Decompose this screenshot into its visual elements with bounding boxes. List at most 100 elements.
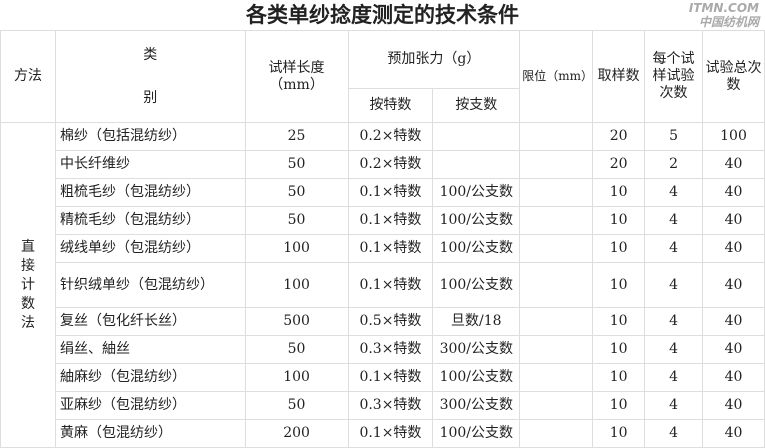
header-samples: 取样数 — [592, 30, 646, 123]
cell-per: 4 — [644, 262, 703, 308]
cell-count: 300/公支数 — [432, 335, 521, 364]
cell-type: 中长纤维纱 — [54, 150, 246, 179]
table-row: 黄麻（包混纺纱） 200 0.1×特数 100/公支数 10 4 40 — [1, 419, 765, 448]
table-row: 绢丝、紬丝 50 0.3×特数 300/公支数 10 4 40 — [1, 335, 765, 364]
cell-samples: 10 — [592, 307, 646, 336]
cell-per: 4 — [644, 335, 703, 364]
cell-limit — [519, 262, 594, 308]
cell-per: 4 — [644, 363, 703, 392]
table-row: 粗梳毛纱（包混纺纱） 50 0.1×特数 100/公支数 10 4 40 — [1, 178, 765, 207]
cell-tex: 0.1×特数 — [347, 363, 434, 392]
cell-length: 50 — [244, 178, 349, 207]
cell-samples: 20 — [592, 122, 646, 151]
cell-per: 4 — [644, 307, 703, 336]
cell-per: 4 — [644, 419, 703, 448]
cell-type: 绒线单纱（包混纺纱） — [54, 234, 246, 263]
table-row: 复丝（包化纤长丝） 500 0.5×特数 旦数/18 10 4 40 — [1, 307, 765, 336]
cell-samples: 10 — [592, 363, 646, 392]
cell-count — [432, 122, 521, 151]
yarn-twist-table: 方法 类别 试样长度（mm） 预加张力（g） 限位（mm） 取样数 每个试样试验… — [0, 30, 765, 448]
header-per-sample: 每个试样试验次数 — [644, 30, 703, 123]
cell-count: 300/公支数 — [432, 391, 521, 420]
header-method: 方法 — [0, 30, 56, 123]
watermark-line1: ITMN.COM — [688, 1, 759, 15]
cell-per: 4 — [644, 178, 703, 207]
cell-samples: 10 — [592, 262, 646, 308]
cell-limit — [519, 363, 594, 392]
header-total: 试验总次数 — [702, 30, 765, 123]
cell-type: 棉纱（包括混纺纱） — [54, 122, 246, 151]
cell-length: 50 — [244, 150, 349, 179]
cell-total: 40 — [702, 363, 765, 392]
cell-total: 40 — [702, 150, 765, 179]
cell-tex: 0.3×特数 — [347, 391, 434, 420]
cell-samples: 10 — [592, 335, 646, 364]
cell-type: 紬麻纱（包混纺纱） — [54, 363, 246, 392]
cell-length: 50 — [244, 335, 349, 364]
cell-tex: 0.1×特数 — [347, 178, 434, 207]
cell-limit — [519, 419, 594, 448]
cell-total: 40 — [702, 206, 765, 235]
table-row: 亚麻纱（包混纺纱） 50 0.3×特数 300/公支数 10 4 40 — [1, 391, 765, 420]
cell-samples: 10 — [592, 419, 646, 448]
cell-total: 40 — [702, 234, 765, 263]
cell-tex: 0.5×特数 — [347, 307, 434, 336]
cell-total: 40 — [702, 262, 765, 308]
cell-per: 5 — [644, 122, 703, 151]
cell-count: 100/公支数 — [432, 234, 521, 263]
cell-samples: 10 — [592, 234, 646, 263]
cell-limit — [519, 150, 594, 179]
header-type-line2: 别 — [143, 89, 158, 106]
cell-limit — [519, 335, 594, 364]
method-cell: 直接计数法 — [0, 122, 56, 448]
cell-tex: 0.2×特数 — [347, 122, 434, 151]
cell-type: 绢丝、紬丝 — [54, 335, 246, 364]
cell-count: 100/公支数 — [432, 206, 521, 235]
cell-count — [432, 150, 521, 179]
watermark-line2: 中国纺机网 — [698, 15, 759, 29]
cell-total: 40 — [702, 178, 765, 207]
header-by-count: 按支数 — [432, 88, 521, 123]
cell-length: 100 — [244, 363, 349, 392]
cell-type: 针织绒单纱（包混纺纱） — [54, 262, 246, 308]
cell-samples: 10 — [592, 391, 646, 420]
cell-per: 4 — [644, 206, 703, 235]
cell-length: 25 — [244, 122, 349, 151]
header-tension: 预加张力（g） — [347, 30, 521, 89]
cell-total: 100 — [702, 122, 765, 151]
cell-tex: 0.1×特数 — [347, 234, 434, 263]
cell-limit — [519, 206, 594, 235]
cell-count: 100/公支数 — [432, 419, 521, 448]
cell-limit — [519, 307, 594, 336]
table-row: 直接计数法 棉纱（包括混纺纱） 25 0.2×特数 20 5 100 — [0, 122, 765, 448]
cell-per: 4 — [644, 391, 703, 420]
cell-total: 40 — [702, 391, 765, 420]
cell-type: 精梳毛纱（包混纺纱） — [54, 206, 246, 235]
cell-length: 500 — [244, 307, 349, 336]
header-limit: 限位（mm） — [519, 30, 594, 123]
cell-total: 40 — [702, 335, 765, 364]
cell-per: 4 — [644, 234, 703, 263]
cell-tex: 0.1×特数 — [347, 206, 434, 235]
cell-length: 50 — [244, 391, 349, 420]
header-type-line1: 类 — [143, 46, 158, 63]
header-type: 类别 — [54, 30, 246, 123]
cell-total: 40 — [702, 419, 765, 448]
cell-samples: 20 — [592, 150, 646, 179]
cell-length: 100 — [244, 262, 349, 308]
table-row: 紬麻纱（包混纺纱） 100 0.1×特数 100/公支数 10 4 40 — [1, 363, 765, 392]
cell-samples: 10 — [592, 206, 646, 235]
watermark-logo: ITMN.COM 中国纺机网 — [609, 1, 759, 29]
cell-length: 200 — [244, 419, 349, 448]
cell-count: 100/公支数 — [432, 363, 521, 392]
cell-tex: 0.2×特数 — [347, 150, 434, 179]
cell-limit — [519, 122, 594, 151]
cell-type: 亚麻纱（包混纺纱） — [54, 391, 246, 420]
cell-tex: 0.1×特数 — [347, 262, 434, 308]
cell-tex: 0.1×特数 — [347, 419, 434, 448]
page-title: 各类单纱捻度测定的技术条件 — [246, 3, 519, 27]
table-row: 针织绒单纱（包混纺纱） 100 0.1×特数 100/公支数 10 4 40 — [1, 262, 765, 308]
cell-samples: 10 — [592, 178, 646, 207]
cell-limit — [519, 391, 594, 420]
cell-count: 100/公支数 — [432, 178, 521, 207]
